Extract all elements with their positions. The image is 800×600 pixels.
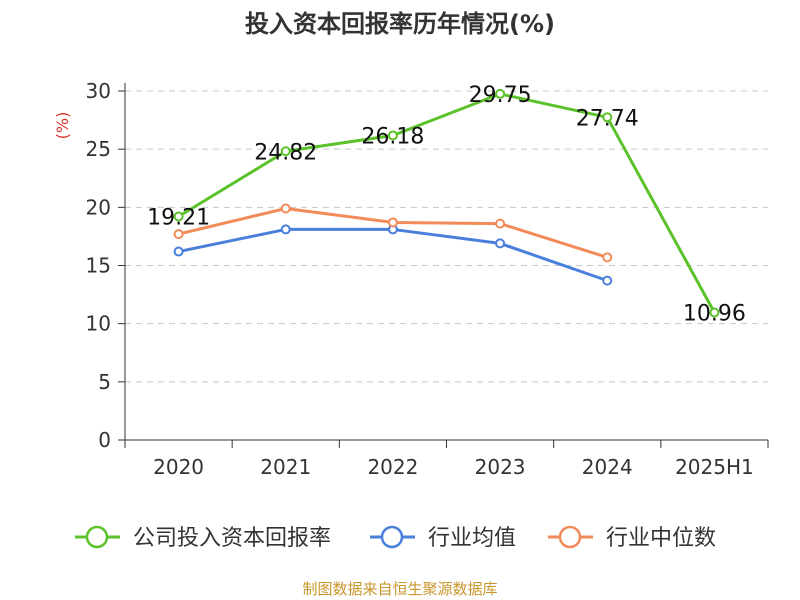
point-1-2020 <box>173 246 184 257</box>
legend-label-2: 行业中位数 <box>606 526 716 551</box>
point-0-2022 <box>387 130 398 141</box>
y-tick-label-25: 25 <box>86 137 111 161</box>
y-axis-label: (%) <box>53 112 72 140</box>
data-label-2023: 29.75 <box>469 83 532 108</box>
x-tick-label-2020: 2020 <box>153 455 204 479</box>
data-label-2020: 19.21 <box>147 206 210 231</box>
y-tick-label-5: 5 <box>98 370 111 394</box>
y-tick-label-15: 15 <box>86 254 111 278</box>
x-tick-label-2025H1: 2025H1 <box>675 455 754 479</box>
data-label-2024: 27.74 <box>576 106 639 131</box>
y-tick-label-20: 20 <box>86 195 111 219</box>
chart-title: 投入资本回报率历年情况(%) <box>245 10 555 38</box>
point-0-2024 <box>602 112 613 123</box>
point-1-2024 <box>602 275 613 286</box>
x-tick-label-2024: 2024 <box>582 455 633 479</box>
data-label-2025H1: 10.96 <box>683 301 746 326</box>
point-2-2020 <box>173 229 184 240</box>
y-tick-label-0: 0 <box>98 428 111 452</box>
point-2-2022 <box>387 217 398 228</box>
point-2-2023 <box>495 218 506 229</box>
point-0-2020 <box>173 211 184 222</box>
point-2-2021 <box>280 203 291 214</box>
source-note: 制图数据来自恒生聚源数据库 <box>302 580 498 598</box>
y-tick-label-10: 10 <box>86 312 111 336</box>
x-tick-label-2022: 2022 <box>367 455 418 479</box>
legend-marker-0 <box>85 525 109 549</box>
point-0-2021 <box>280 146 291 157</box>
point-1-2021 <box>280 224 291 235</box>
x-tick-label-2023: 2023 <box>475 455 526 479</box>
point-0-2025H1 <box>709 307 720 318</box>
data-label-2022: 26.18 <box>361 124 424 149</box>
legend-label-1: 行业均值 <box>428 526 516 551</box>
point-2-2024 <box>602 252 613 263</box>
x-tick-label-2021: 2021 <box>260 455 311 479</box>
data-label-2021: 24.82 <box>254 140 317 165</box>
y-tick-label-30: 30 <box>86 79 111 103</box>
point-1-2023 <box>495 238 506 249</box>
legend-marker-2 <box>558 525 582 549</box>
series-line-0 <box>177 92 716 314</box>
point-0-2023 <box>495 88 506 99</box>
legend-label-0: 公司投入资本回报率 <box>133 526 331 551</box>
legend-marker-1 <box>380 525 404 549</box>
